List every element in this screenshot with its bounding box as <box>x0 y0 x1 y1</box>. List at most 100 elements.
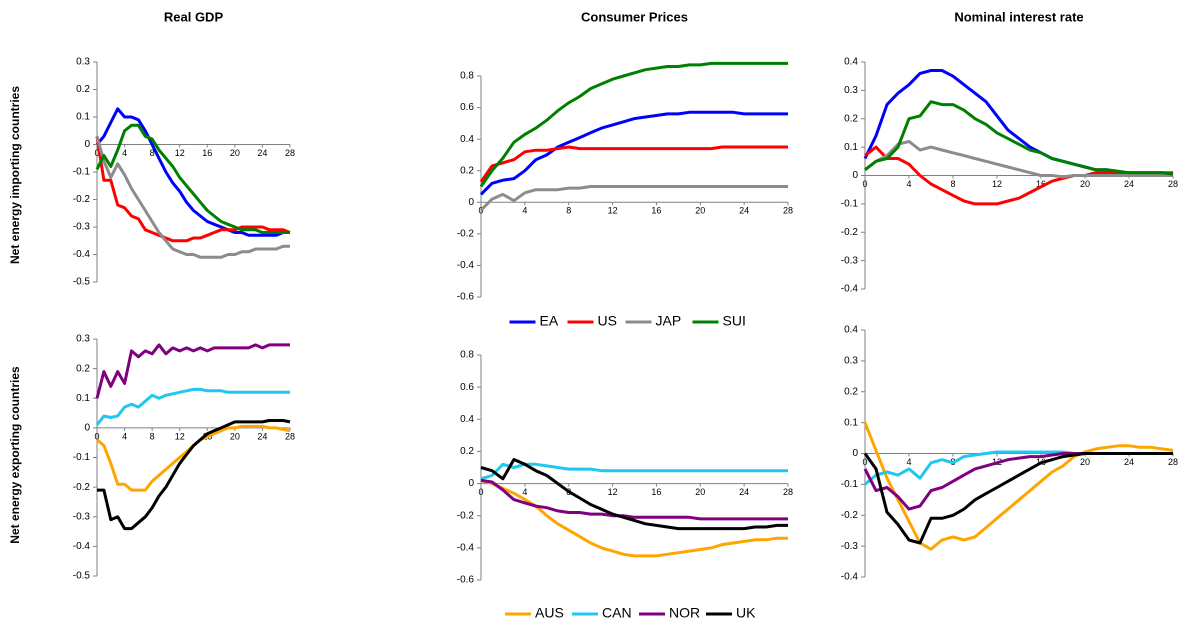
x-tick-label: 12 <box>992 179 1002 189</box>
legend-label: AUS <box>535 605 564 621</box>
x-tick-label: 28 <box>285 148 295 158</box>
x-tick-label: 4 <box>122 148 127 158</box>
series-line <box>864 100 1174 176</box>
y-tick-label: -0.2 <box>457 228 475 239</box>
row-label: Net energy exporting countries <box>8 366 22 544</box>
series-line <box>479 61 788 188</box>
column-title: Real GDP <box>164 9 224 24</box>
y-tick-label: -0.6 <box>457 292 475 303</box>
y-tick-label: 0.1 <box>76 112 90 123</box>
x-tick-label: 0 <box>94 148 99 158</box>
x-tick-label: 28 <box>783 206 793 216</box>
series-line <box>863 452 1173 545</box>
x-tick-label: 8 <box>150 148 155 158</box>
legend-label: US <box>598 313 617 329</box>
x-tick-label: 12 <box>608 206 618 216</box>
series-line <box>863 422 1174 551</box>
series-line <box>95 343 290 399</box>
y-tick-label: 0.3 <box>76 334 90 345</box>
y-tick-label: -0.4 <box>73 541 91 552</box>
y-tick-label: 0.6 <box>460 102 474 113</box>
x-tick-label: 0 <box>862 457 867 467</box>
x-tick-label: 8 <box>950 179 955 189</box>
x-tick-label: 12 <box>175 148 185 158</box>
y-tick-label: -0.2 <box>457 510 475 521</box>
x-tick-label: 16 <box>651 487 661 497</box>
series-line <box>480 462 788 481</box>
y-tick-label: 0.3 <box>844 356 858 367</box>
y-tick-label: 0 <box>468 197 474 208</box>
y-tick-label: -0.3 <box>841 541 859 552</box>
row-label: Net energy importing countries <box>8 86 22 264</box>
x-tick-label: 28 <box>1168 457 1178 467</box>
x-tick-label: 4 <box>906 179 911 189</box>
y-tick-label: 0.3 <box>844 85 858 96</box>
series-line <box>95 135 290 259</box>
x-tick-label: 0 <box>478 487 483 497</box>
y-tick-label: 0.2 <box>460 165 474 176</box>
legend-label: JAP <box>656 313 682 329</box>
x-tick-label: 16 <box>202 148 212 158</box>
y-tick-label: 0.4 <box>460 134 474 145</box>
y-tick-label: -0.3 <box>73 222 91 233</box>
y-tick-label: -0.3 <box>841 255 859 266</box>
x-tick-label: 24 <box>739 487 749 497</box>
y-tick-label: -0.4 <box>841 572 859 583</box>
y-tick-label: -0.1 <box>841 199 859 210</box>
y-tick-label: -0.1 <box>841 479 859 490</box>
y-tick-label: -0.2 <box>73 194 91 205</box>
x-tick-label: 8 <box>150 431 155 441</box>
x-tick-label: 28 <box>1168 179 1178 189</box>
y-tick-label: 0.1 <box>844 417 858 428</box>
x-tick-label: 12 <box>175 431 185 441</box>
y-tick-label: 0.1 <box>844 142 858 153</box>
y-tick-label: 0.4 <box>460 414 474 425</box>
x-tick-label: 16 <box>1036 179 1046 189</box>
y-tick-label: 0.6 <box>460 382 474 393</box>
y-tick-label: -0.4 <box>73 249 91 260</box>
y-tick-label: -0.2 <box>841 510 859 521</box>
y-tick-label: 0.8 <box>460 71 474 82</box>
y-tick-label: 0.1 <box>76 393 90 404</box>
y-tick-label: 0.2 <box>76 363 90 374</box>
series-line <box>95 136 291 243</box>
x-tick-label: 24 <box>1124 457 1134 467</box>
y-tick-label: -0.4 <box>841 284 859 295</box>
y-tick-label: 0.4 <box>844 325 858 336</box>
series-line <box>864 139 1173 179</box>
x-tick-label: 24 <box>1124 179 1134 189</box>
x-tick-label: 16 <box>651 206 661 216</box>
y-tick-label: 0 <box>468 478 474 489</box>
legend-label: SUI <box>723 313 746 329</box>
y-tick-label: 0.2 <box>460 446 474 457</box>
y-tick-label: -0.5 <box>73 571 91 582</box>
x-tick-label: 24 <box>257 431 267 441</box>
x-tick-label: 0 <box>94 431 99 441</box>
y-tick-label: -0.5 <box>73 277 91 288</box>
x-tick-label: 4 <box>522 487 527 497</box>
y-tick-label: 0 <box>852 170 858 181</box>
series-line <box>95 123 290 234</box>
y-tick-label: 0.2 <box>76 84 90 95</box>
x-tick-label: 4 <box>906 457 911 467</box>
y-tick-label: -0.6 <box>457 575 475 586</box>
x-tick-label: 20 <box>1080 457 1090 467</box>
series-line <box>95 107 290 237</box>
x-tick-label: 24 <box>739 206 749 216</box>
x-tick-label: 20 <box>1080 179 1090 189</box>
legend-label: EA <box>540 313 559 329</box>
x-tick-label: 8 <box>566 206 571 216</box>
series-line <box>97 419 291 531</box>
y-tick-label: -0.1 <box>73 167 91 178</box>
x-tick-label: 24 <box>257 148 267 158</box>
y-tick-label: 0.2 <box>844 113 858 124</box>
y-tick-label: -0.4 <box>457 542 475 553</box>
legend-label: CAN <box>602 605 632 621</box>
y-tick-label: 0.2 <box>844 386 858 397</box>
y-tick-label: 0.4 <box>844 57 858 68</box>
x-tick-label: 28 <box>783 487 793 497</box>
column-title: Consumer Prices <box>581 9 688 24</box>
y-tick-label: -0.2 <box>73 482 91 493</box>
series-line <box>480 458 788 531</box>
